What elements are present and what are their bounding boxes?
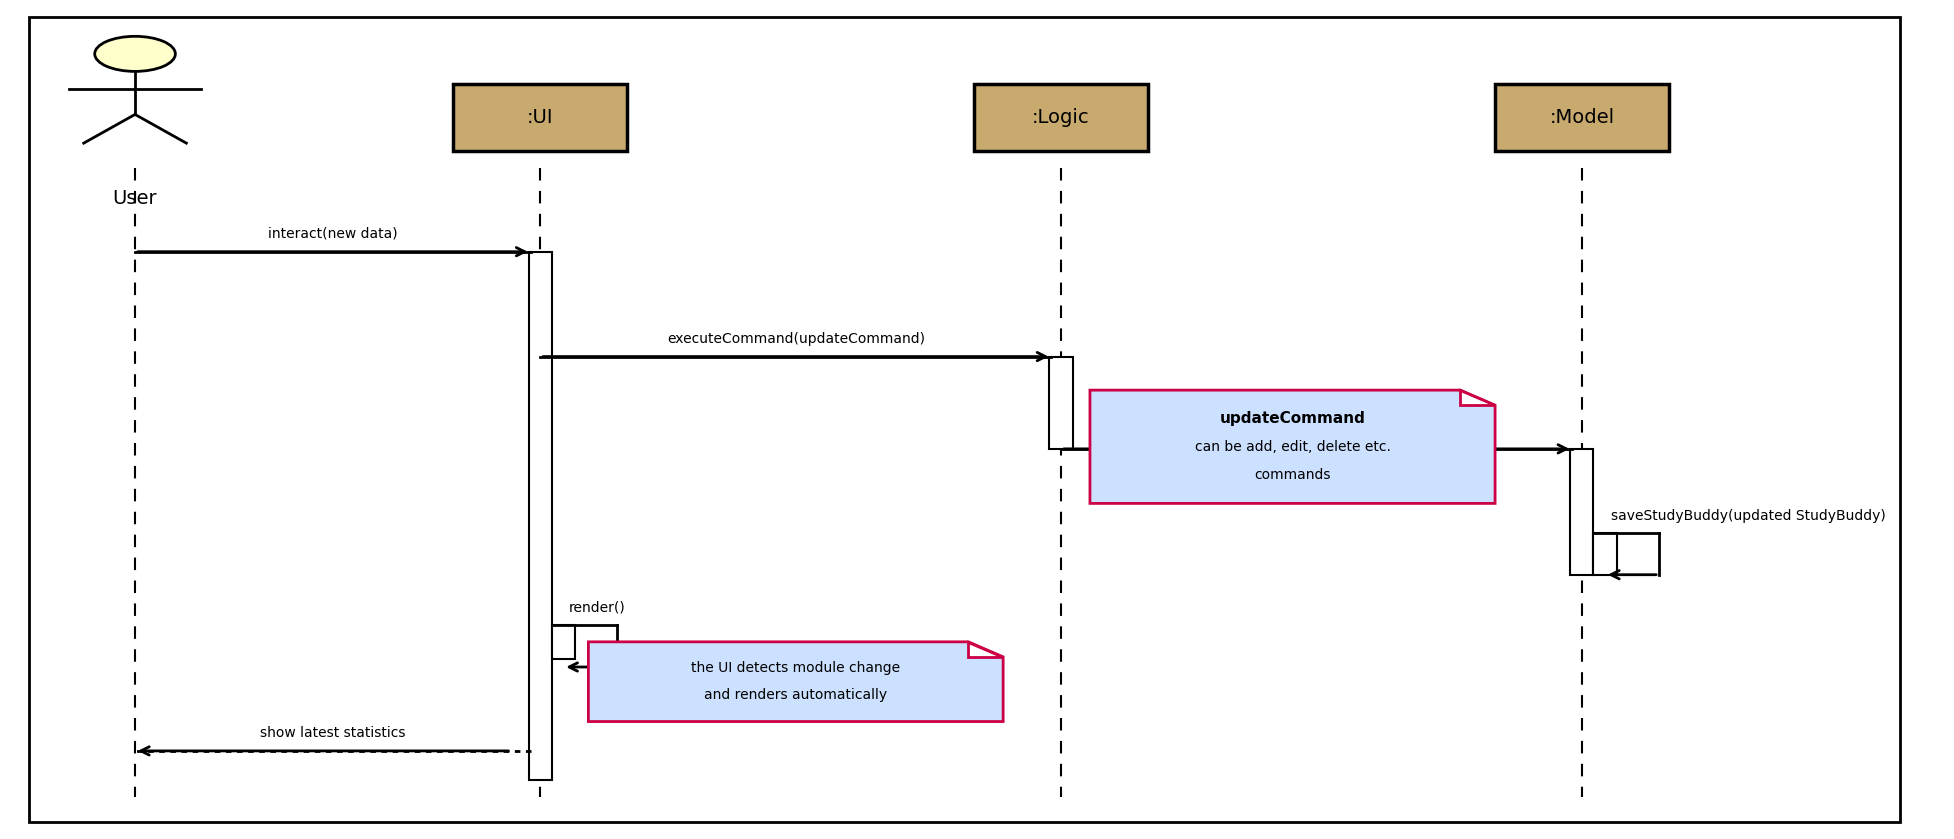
Polygon shape [969, 642, 1002, 657]
Circle shape [94, 36, 176, 71]
Bar [1593, 533, 1616, 575]
Polygon shape [1460, 390, 1495, 405]
Text: executeCommand(updateCommand): executeCommand(updateCommand) [666, 331, 924, 346]
Bar [551, 625, 574, 659]
Text: User: User [113, 189, 158, 208]
Polygon shape [1090, 390, 1495, 503]
Text: updateCommand: updateCommand [1219, 411, 1366, 426]
Text: commands: commands [1254, 468, 1331, 482]
Bar [1495, 84, 1669, 151]
Text: the UI detects module change: the UI detects module change [692, 661, 901, 675]
Bar [1049, 357, 1073, 449]
Text: can be add, edit, delete etc.: can be add, edit, delete etc. [1194, 440, 1391, 454]
Bar [453, 84, 627, 151]
Text: render(): render() [569, 601, 625, 615]
Text: saveStudyBuddy(updated StudyBuddy): saveStudyBuddy(updated StudyBuddy) [1610, 508, 1886, 523]
Text: :UI: :UI [528, 108, 553, 127]
Bar [975, 84, 1147, 151]
Polygon shape [588, 642, 1002, 722]
Text: and renders automatically: and renders automatically [703, 688, 887, 702]
Bar [1571, 449, 1593, 575]
Text: saveStudyBuddy(updated StudyBuddy): saveStudyBuddy(updated StudyBuddy) [1180, 424, 1454, 438]
Text: interact(new data): interact(new data) [268, 227, 397, 241]
Text: :Logic: :Logic [1032, 108, 1090, 127]
Text: show latest statistics: show latest statistics [260, 726, 406, 740]
Bar [530, 252, 551, 780]
Text: :Model: :Model [1550, 108, 1614, 127]
